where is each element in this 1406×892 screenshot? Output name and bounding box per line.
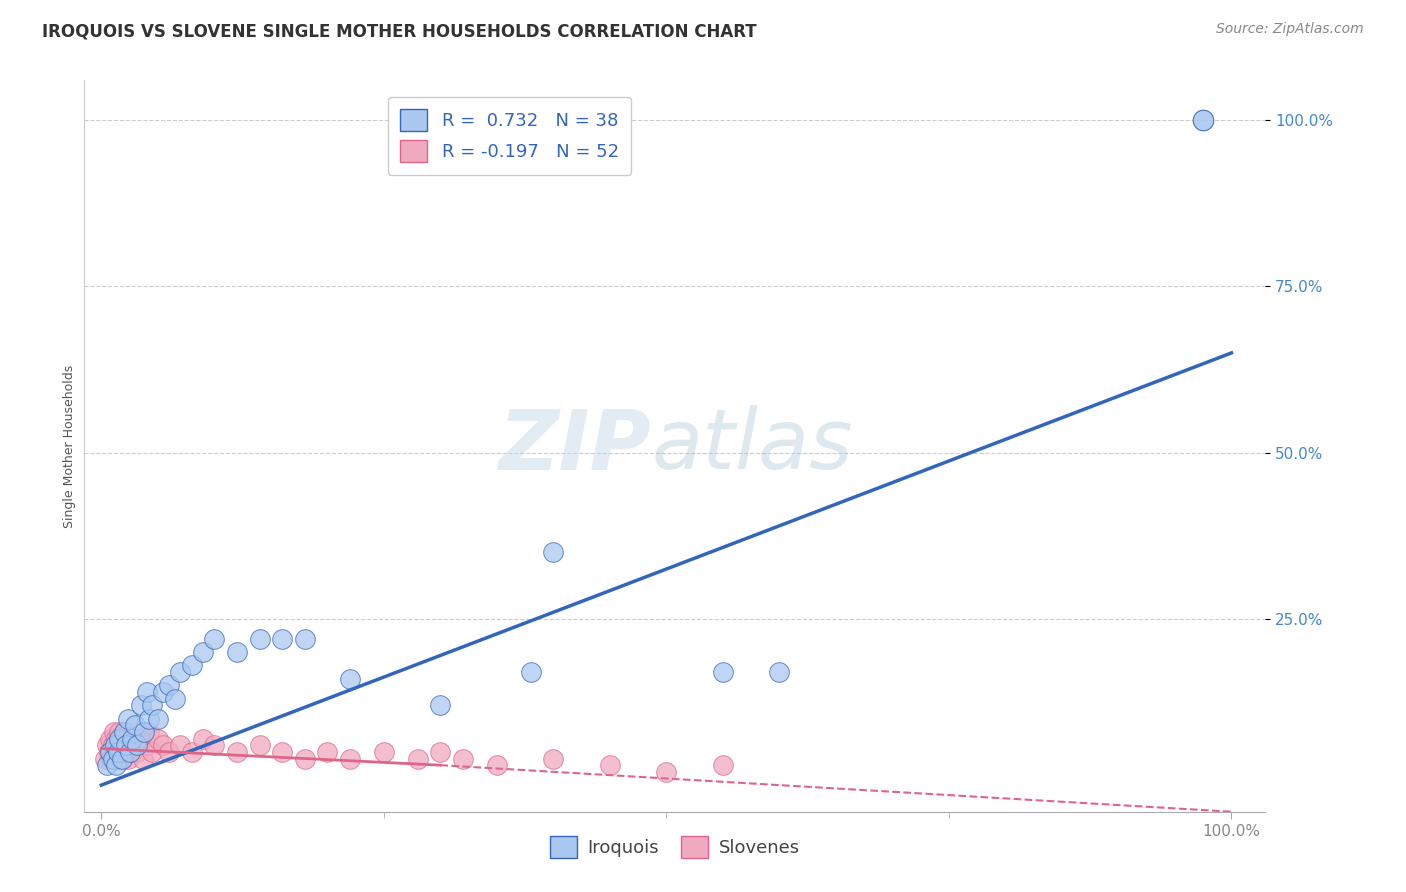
Text: atlas: atlas <box>651 406 853 486</box>
Point <box>138 725 160 739</box>
Point <box>93 751 115 765</box>
Point <box>117 751 139 765</box>
Point <box>520 665 543 679</box>
Point <box>111 751 134 765</box>
Point <box>485 758 508 772</box>
Point <box>111 731 134 746</box>
Point <box>1192 113 1215 128</box>
Point <box>157 745 180 759</box>
Point <box>105 731 128 746</box>
Point <box>191 731 214 746</box>
Point <box>157 678 180 692</box>
Point <box>711 665 734 679</box>
Point <box>180 745 202 759</box>
Point <box>152 685 174 699</box>
Point <box>108 725 131 739</box>
Point <box>121 745 143 759</box>
Text: ZIP: ZIP <box>499 406 651 486</box>
Point <box>655 764 678 779</box>
Point <box>111 751 134 765</box>
Point <box>105 758 128 772</box>
Point <box>138 712 160 726</box>
Point <box>152 738 174 752</box>
Point <box>134 725 156 739</box>
Point <box>135 738 157 752</box>
Point <box>339 672 361 686</box>
Point <box>146 712 169 726</box>
Point <box>104 745 127 759</box>
Point <box>169 665 191 679</box>
Point <box>339 751 361 765</box>
Point <box>118 745 141 759</box>
Point <box>107 738 129 752</box>
Point <box>711 758 734 772</box>
Point <box>112 738 135 752</box>
Point <box>180 658 202 673</box>
Point <box>202 632 225 646</box>
Point <box>451 751 474 765</box>
Point <box>121 731 143 746</box>
Point <box>599 758 621 772</box>
Point <box>271 745 294 759</box>
Point <box>101 751 124 765</box>
Point <box>249 632 271 646</box>
Point <box>141 698 163 713</box>
Point <box>105 751 128 765</box>
Point <box>543 751 565 765</box>
Point <box>163 691 186 706</box>
Point <box>96 738 118 752</box>
Point <box>107 745 129 759</box>
Point <box>98 745 121 759</box>
Point <box>191 645 214 659</box>
Point <box>110 745 132 759</box>
Point <box>135 685 157 699</box>
Point <box>226 645 249 659</box>
Point <box>226 745 249 759</box>
Text: IROQUOIS VS SLOVENE SINGLE MOTHER HOUSEHOLDS CORRELATION CHART: IROQUOIS VS SLOVENE SINGLE MOTHER HOUSEH… <box>42 22 756 40</box>
Point <box>103 725 125 739</box>
Point <box>124 718 146 732</box>
Point <box>429 698 451 713</box>
Point <box>373 745 395 759</box>
Point <box>406 751 429 765</box>
Point <box>129 731 152 746</box>
Point <box>115 738 138 752</box>
Point <box>316 745 339 759</box>
Point <box>117 731 139 746</box>
Point <box>271 632 294 646</box>
Point <box>96 758 118 772</box>
Point <box>108 731 131 746</box>
Point <box>98 731 121 746</box>
Point <box>101 738 124 752</box>
Point <box>249 738 271 752</box>
Point <box>543 545 565 559</box>
Point <box>104 738 127 752</box>
Point <box>146 731 169 746</box>
Point <box>169 738 191 752</box>
Point <box>115 745 138 759</box>
Point <box>122 731 145 746</box>
Point <box>98 745 121 759</box>
Legend: Iroquois, Slovenes: Iroquois, Slovenes <box>543 829 807 865</box>
Point <box>141 745 163 759</box>
Point <box>112 725 135 739</box>
Point <box>114 725 136 739</box>
Point <box>118 738 141 752</box>
Point <box>127 745 149 759</box>
Point <box>768 665 790 679</box>
Point <box>124 738 146 752</box>
Y-axis label: Single Mother Households: Single Mother Households <box>63 364 76 528</box>
Point <box>100 751 122 765</box>
Point <box>294 751 316 765</box>
Text: Source: ZipAtlas.com: Source: ZipAtlas.com <box>1216 22 1364 37</box>
Point <box>294 632 316 646</box>
Point <box>127 738 149 752</box>
Point <box>429 745 451 759</box>
Point <box>132 751 155 765</box>
Point <box>129 698 152 713</box>
Point <box>202 738 225 752</box>
Point <box>117 712 139 726</box>
